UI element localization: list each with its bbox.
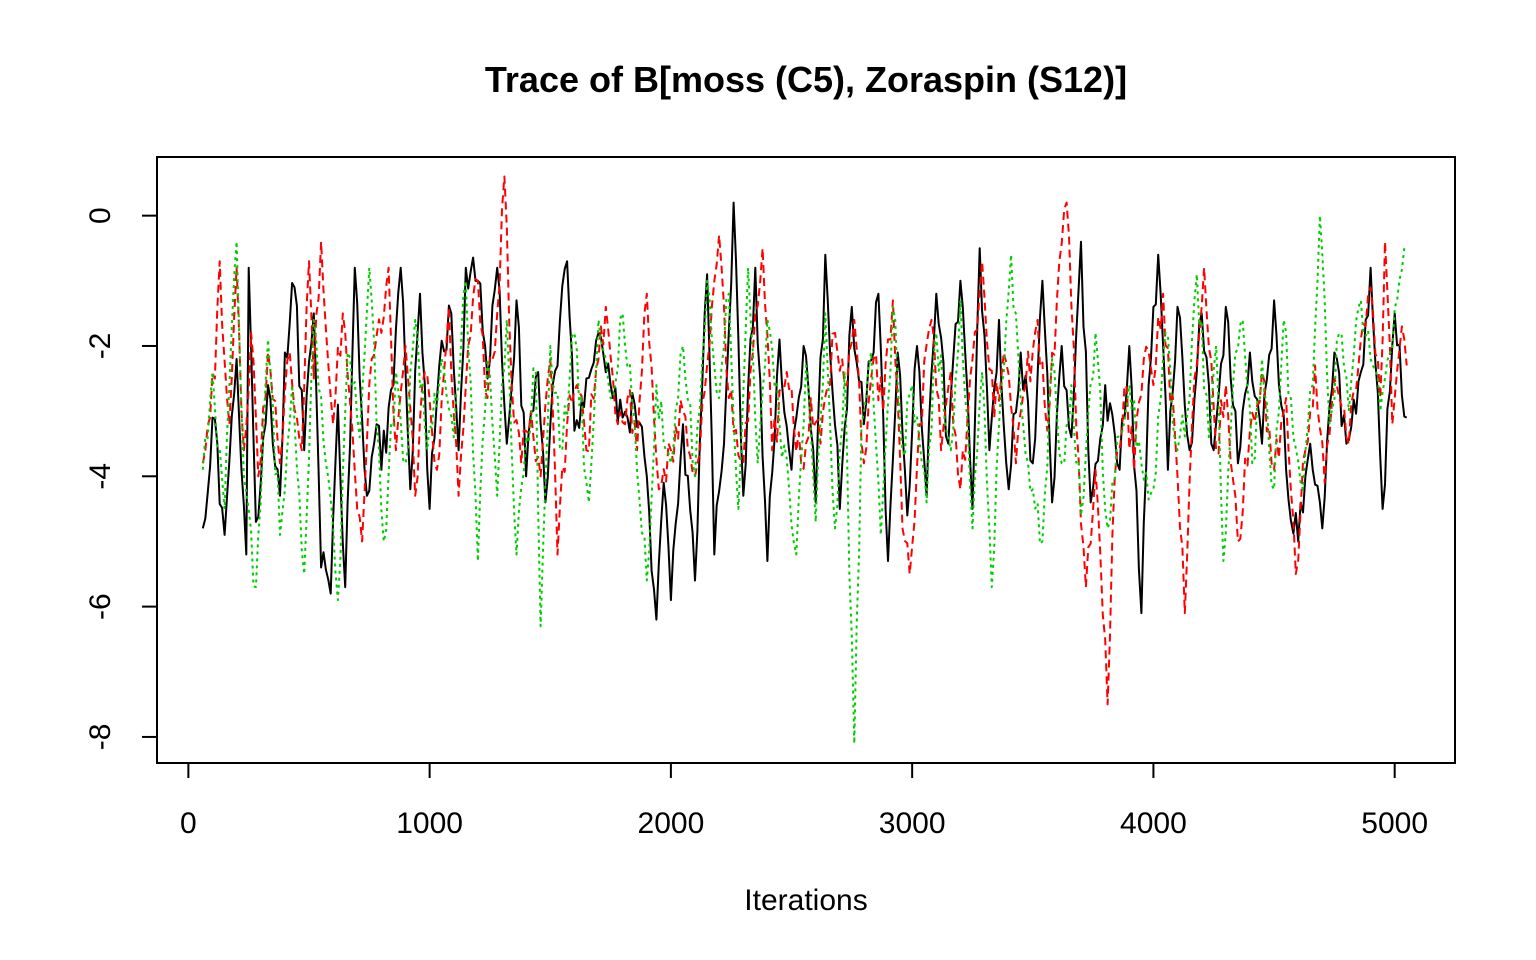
x-tick-label: 2000 [638,807,705,840]
series-layer [201,175,1408,745]
y-tick-label: 0 [84,207,117,224]
x-tick-label: 5000 [1361,807,1428,840]
x-axis: 0 1000 2000 3000 4000 5000 [180,762,1428,840]
y-axis: 0 -2 -4 -6 -8 [84,207,158,751]
x-tick-label: 4000 [1120,807,1187,840]
trace-series-3 [201,214,1406,745]
x-tick-label: 3000 [879,807,946,840]
y-tick-label: -2 [84,333,117,360]
chart-title: Trace of B[moss (C5), Zoraspin (S12)] [485,59,1127,100]
y-tick-label: -6 [84,593,117,620]
x-tick-label: 0 [180,807,197,840]
y-tick-label: -4 [84,463,117,490]
y-tick-label: -8 [84,724,117,751]
trace-series-1 [201,201,1408,621]
plot-frame [156,156,1456,764]
x-axis-label: Iterations [744,884,867,917]
trace-series-2 [201,175,1408,706]
x-tick-label: 1000 [396,807,463,840]
